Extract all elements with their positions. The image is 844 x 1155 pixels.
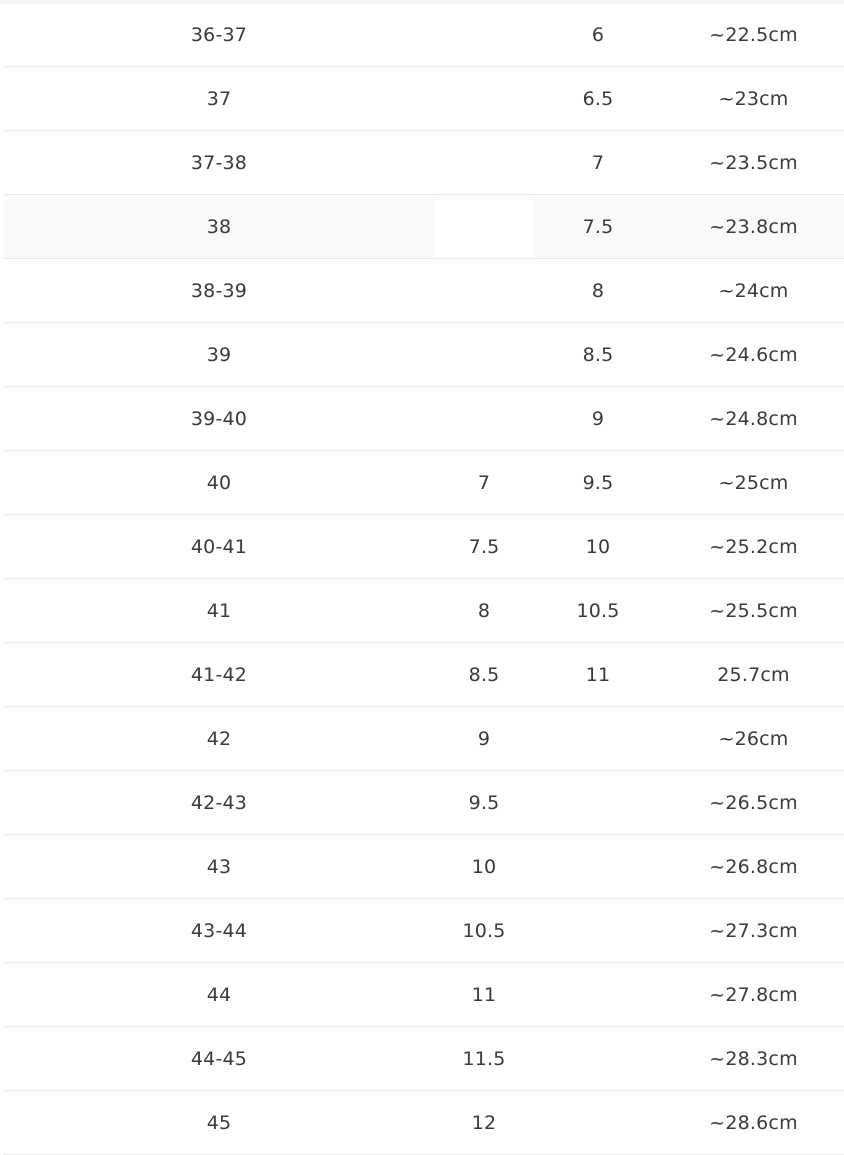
us-size-cell	[533, 770, 663, 835]
table-row: 38-39 8 ~24cm	[3, 258, 844, 323]
us-size-cell	[533, 962, 663, 1027]
us-size-cell	[533, 898, 663, 963]
uk-size-cell: 9.5	[435, 770, 533, 835]
foot-length-cell: ~25.2cm	[663, 514, 844, 579]
table-row: 44 11 ~27.8cm	[3, 962, 844, 1027]
us-size-cell	[533, 706, 663, 771]
uk-size-cell	[435, 3, 533, 67]
foot-length-cell: ~28.6cm	[663, 1090, 844, 1155]
uk-size-cell	[435, 386, 533, 451]
us-size-cell: 9	[533, 386, 663, 451]
table-row: 40-41 7.5 10 ~25.2cm	[3, 514, 844, 579]
table-row: 37 6.5 ~23cm	[3, 66, 844, 131]
foot-length-cell: ~23.5cm	[663, 130, 844, 195]
table-row: 39 8.5 ~24.6cm	[3, 322, 844, 387]
uk-size-cell: 7	[435, 450, 533, 515]
table-row: 38 7.5 ~23.8cm	[3, 194, 844, 259]
uk-size-cell: 9	[435, 706, 533, 771]
eu-size-cell: 36-37	[3, 3, 435, 67]
table-top-edge	[0, 0, 844, 4]
us-size-cell: 10	[533, 514, 663, 579]
foot-length-cell: ~25cm	[663, 450, 844, 515]
foot-length-cell: ~24.6cm	[663, 322, 844, 387]
us-size-cell	[533, 834, 663, 899]
eu-size-cell: 41-42	[3, 642, 435, 707]
table-row: 37-38 7 ~23.5cm	[3, 130, 844, 195]
eu-size-cell: 37-38	[3, 130, 435, 195]
us-size-cell: 6.5	[533, 66, 663, 131]
us-size-cell	[533, 1026, 663, 1091]
table-row: 43-44 10.5 ~27.3cm	[3, 898, 844, 963]
foot-length-cell: ~24cm	[663, 258, 844, 323]
size-chart-table: 36-37 6 ~22.5cm 37 6.5 ~23cm 37-38 7 ~23.5cm 38 7.…	[3, 3, 844, 1155]
uk-size-cell: 8	[435, 578, 533, 643]
foot-length-cell: ~23.8cm	[663, 194, 844, 259]
eu-size-cell: 42	[3, 706, 435, 771]
us-size-cell: 9.5	[533, 450, 663, 515]
us-size-cell	[533, 1090, 663, 1155]
eu-size-cell: 44-45	[3, 1026, 435, 1091]
us-size-cell: 8.5	[533, 322, 663, 387]
eu-size-cell: 38-39	[3, 258, 435, 323]
eu-size-cell: 45	[3, 1090, 435, 1155]
table-row: 43 10 ~26.8cm	[3, 834, 844, 899]
uk-size-cell: 7.5	[435, 514, 533, 579]
table-row: 44-45 11.5 ~28.3cm	[3, 1026, 844, 1091]
eu-size-cell: 39	[3, 322, 435, 387]
table-row: 42 9 ~26cm	[3, 706, 844, 771]
table-row: 45 12 ~28.6cm	[3, 1090, 844, 1155]
table-row: 41-42 8.5 11 25.7cm	[3, 642, 844, 707]
foot-length-cell: ~25.5cm	[663, 578, 844, 643]
uk-size-cell: 10.5	[435, 898, 533, 963]
uk-size-cell	[435, 194, 533, 259]
table-row: 42-43 9.5 ~26.5cm	[3, 770, 844, 835]
table-row: 40 7 9.5 ~25cm	[3, 450, 844, 515]
eu-size-cell: 42-43	[3, 770, 435, 835]
eu-size-cell: 38	[3, 194, 435, 259]
table-row: 41 8 10.5 ~25.5cm	[3, 578, 844, 643]
uk-size-cell	[435, 66, 533, 131]
eu-size-cell: 37	[3, 66, 435, 131]
eu-size-cell: 41	[3, 578, 435, 643]
eu-size-cell: 40-41	[3, 514, 435, 579]
eu-size-cell: 43	[3, 834, 435, 899]
foot-length-cell: ~26cm	[663, 706, 844, 771]
us-size-cell: 7.5	[533, 194, 663, 259]
foot-length-cell: ~26.8cm	[663, 834, 844, 899]
foot-length-cell: ~26.5cm	[663, 770, 844, 835]
us-size-cell: 7	[533, 130, 663, 195]
foot-length-cell: ~27.3cm	[663, 898, 844, 963]
uk-size-cell: 8.5	[435, 642, 533, 707]
eu-size-cell: 39-40	[3, 386, 435, 451]
uk-size-cell: 11	[435, 962, 533, 1027]
foot-length-cell: ~24.8cm	[663, 386, 844, 451]
uk-size-cell: 11.5	[435, 1026, 533, 1091]
us-size-cell: 6	[533, 3, 663, 67]
uk-size-cell	[435, 130, 533, 195]
us-size-cell: 11	[533, 642, 663, 707]
table-row: 36-37 6 ~22.5cm	[3, 3, 844, 67]
us-size-cell: 10.5	[533, 578, 663, 643]
table-row: 39-40 9 ~24.8cm	[3, 386, 844, 451]
size-chart-body: 36-37 6 ~22.5cm 37 6.5 ~23cm 37-38 7 ~23.5cm 38 7.…	[3, 3, 844, 1155]
foot-length-cell: 25.7cm	[663, 642, 844, 707]
uk-size-cell	[435, 322, 533, 387]
eu-size-cell: 40	[3, 450, 435, 515]
uk-size-cell	[435, 258, 533, 323]
foot-length-cell: ~28.3cm	[663, 1026, 844, 1091]
uk-size-cell: 10	[435, 834, 533, 899]
foot-length-cell: ~22.5cm	[663, 3, 844, 67]
foot-length-cell: ~27.8cm	[663, 962, 844, 1027]
eu-size-cell: 43-44	[3, 898, 435, 963]
eu-size-cell: 44	[3, 962, 435, 1027]
uk-size-cell: 12	[435, 1090, 533, 1155]
foot-length-cell: ~23cm	[663, 66, 844, 131]
us-size-cell: 8	[533, 258, 663, 323]
